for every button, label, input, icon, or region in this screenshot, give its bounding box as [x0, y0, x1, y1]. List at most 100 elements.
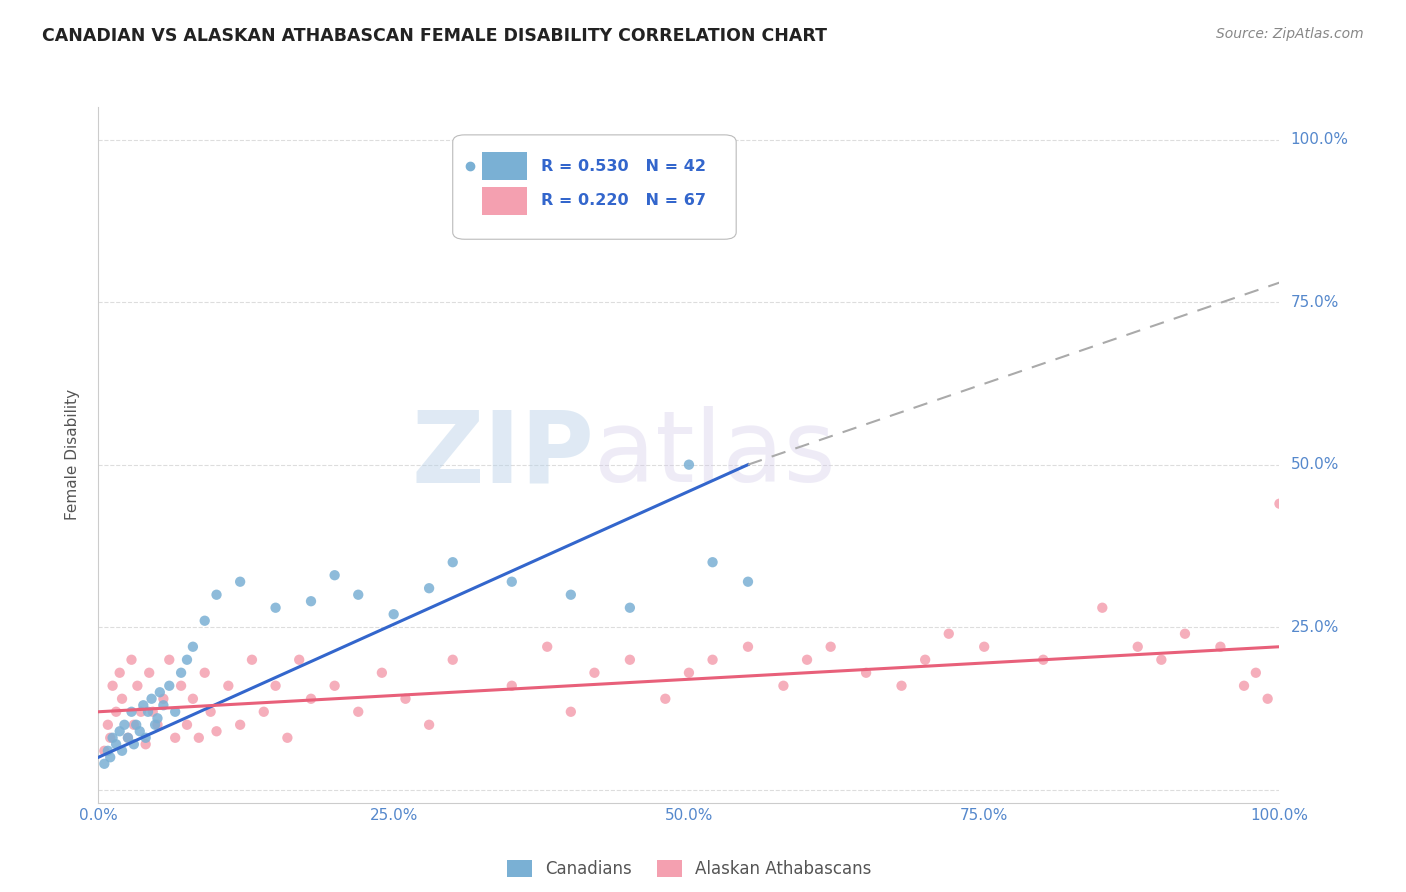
- Point: [117, 731, 139, 745]
- Point: [702, 555, 724, 569]
- Text: R = 0.220   N = 67: R = 0.220 N = 67: [541, 194, 706, 209]
- Point: [127, 679, 149, 693]
- Point: [654, 691, 676, 706]
- Point: [101, 679, 124, 693]
- Point: [737, 574, 759, 589]
- Point: [181, 691, 204, 706]
- Point: [135, 737, 157, 751]
- Point: [820, 640, 842, 654]
- Point: [240, 653, 263, 667]
- Point: [501, 679, 523, 693]
- Point: [299, 594, 322, 608]
- Point: [583, 665, 606, 680]
- Y-axis label: Female Disability: Female Disability: [65, 389, 80, 521]
- Point: [98, 750, 121, 764]
- Point: [170, 679, 193, 693]
- Text: 50.0%: 50.0%: [1291, 458, 1339, 472]
- Point: [136, 705, 159, 719]
- Point: [205, 588, 228, 602]
- Point: [702, 653, 724, 667]
- Point: [288, 653, 311, 667]
- Point: [194, 614, 217, 628]
- Point: [1126, 640, 1149, 654]
- Point: [394, 691, 416, 706]
- Point: [121, 653, 143, 667]
- Point: [347, 588, 370, 602]
- Point: [264, 679, 287, 693]
- FancyBboxPatch shape: [453, 135, 737, 239]
- Point: [347, 705, 370, 719]
- Point: [138, 665, 160, 680]
- Point: [772, 679, 794, 693]
- Point: [93, 744, 115, 758]
- Text: Source: ZipAtlas.com: Source: ZipAtlas.com: [1216, 27, 1364, 41]
- Point: [146, 718, 169, 732]
- Point: [1150, 653, 1173, 667]
- Text: atlas: atlas: [595, 407, 837, 503]
- Point: [152, 691, 174, 706]
- Point: [176, 653, 198, 667]
- Point: [112, 718, 135, 732]
- Point: [121, 705, 143, 719]
- Point: [1174, 626, 1197, 640]
- Point: [441, 555, 464, 569]
- Point: [165, 731, 187, 745]
- Point: [132, 698, 155, 713]
- Bar: [482, 153, 527, 180]
- Point: [105, 737, 128, 751]
- Point: [187, 731, 209, 745]
- Point: [418, 581, 440, 595]
- Point: [299, 691, 322, 706]
- Point: [1209, 640, 1232, 654]
- Point: [105, 705, 128, 719]
- Point: [418, 718, 440, 732]
- Point: [143, 718, 166, 732]
- Point: [264, 600, 287, 615]
- Point: [382, 607, 405, 622]
- Point: [170, 665, 193, 680]
- Point: [165, 705, 187, 719]
- Point: [938, 626, 960, 640]
- Point: [108, 724, 131, 739]
- Bar: [482, 187, 527, 215]
- Point: [98, 731, 121, 745]
- Text: 25.0%: 25.0%: [1291, 620, 1339, 635]
- Point: [194, 665, 217, 680]
- Point: [737, 640, 759, 654]
- Point: [1032, 653, 1054, 667]
- Point: [97, 718, 120, 732]
- Point: [181, 640, 204, 654]
- Point: [560, 588, 582, 602]
- Point: [619, 653, 641, 667]
- Legend: Canadians, Alaskan Athabascans: Canadians, Alaskan Athabascans: [506, 860, 872, 878]
- Point: [157, 679, 180, 693]
- Point: [855, 665, 877, 680]
- Point: [1233, 679, 1256, 693]
- Point: [371, 665, 394, 680]
- Point: [142, 705, 165, 719]
- Point: [141, 691, 163, 706]
- Point: [796, 653, 818, 667]
- Point: [135, 731, 157, 745]
- Point: [101, 731, 124, 745]
- Point: [108, 665, 131, 680]
- Point: [122, 718, 145, 732]
- Point: [111, 744, 134, 758]
- Point: [678, 665, 700, 680]
- Point: [619, 600, 641, 615]
- Point: [501, 574, 523, 589]
- Point: [323, 568, 346, 582]
- Text: CANADIAN VS ALASKAN ATHABASCAN FEMALE DISABILITY CORRELATION CHART: CANADIAN VS ALASKAN ATHABASCAN FEMALE DI…: [42, 27, 827, 45]
- Point: [157, 653, 180, 667]
- Point: [93, 756, 115, 771]
- Point: [205, 724, 228, 739]
- Point: [560, 705, 582, 719]
- Point: [678, 458, 700, 472]
- Text: ZIP: ZIP: [412, 407, 595, 503]
- Point: [125, 718, 148, 732]
- Point: [176, 718, 198, 732]
- Point: [1091, 600, 1114, 615]
- Point: [152, 698, 174, 713]
- Text: 75.0%: 75.0%: [1291, 294, 1339, 310]
- Point: [97, 744, 120, 758]
